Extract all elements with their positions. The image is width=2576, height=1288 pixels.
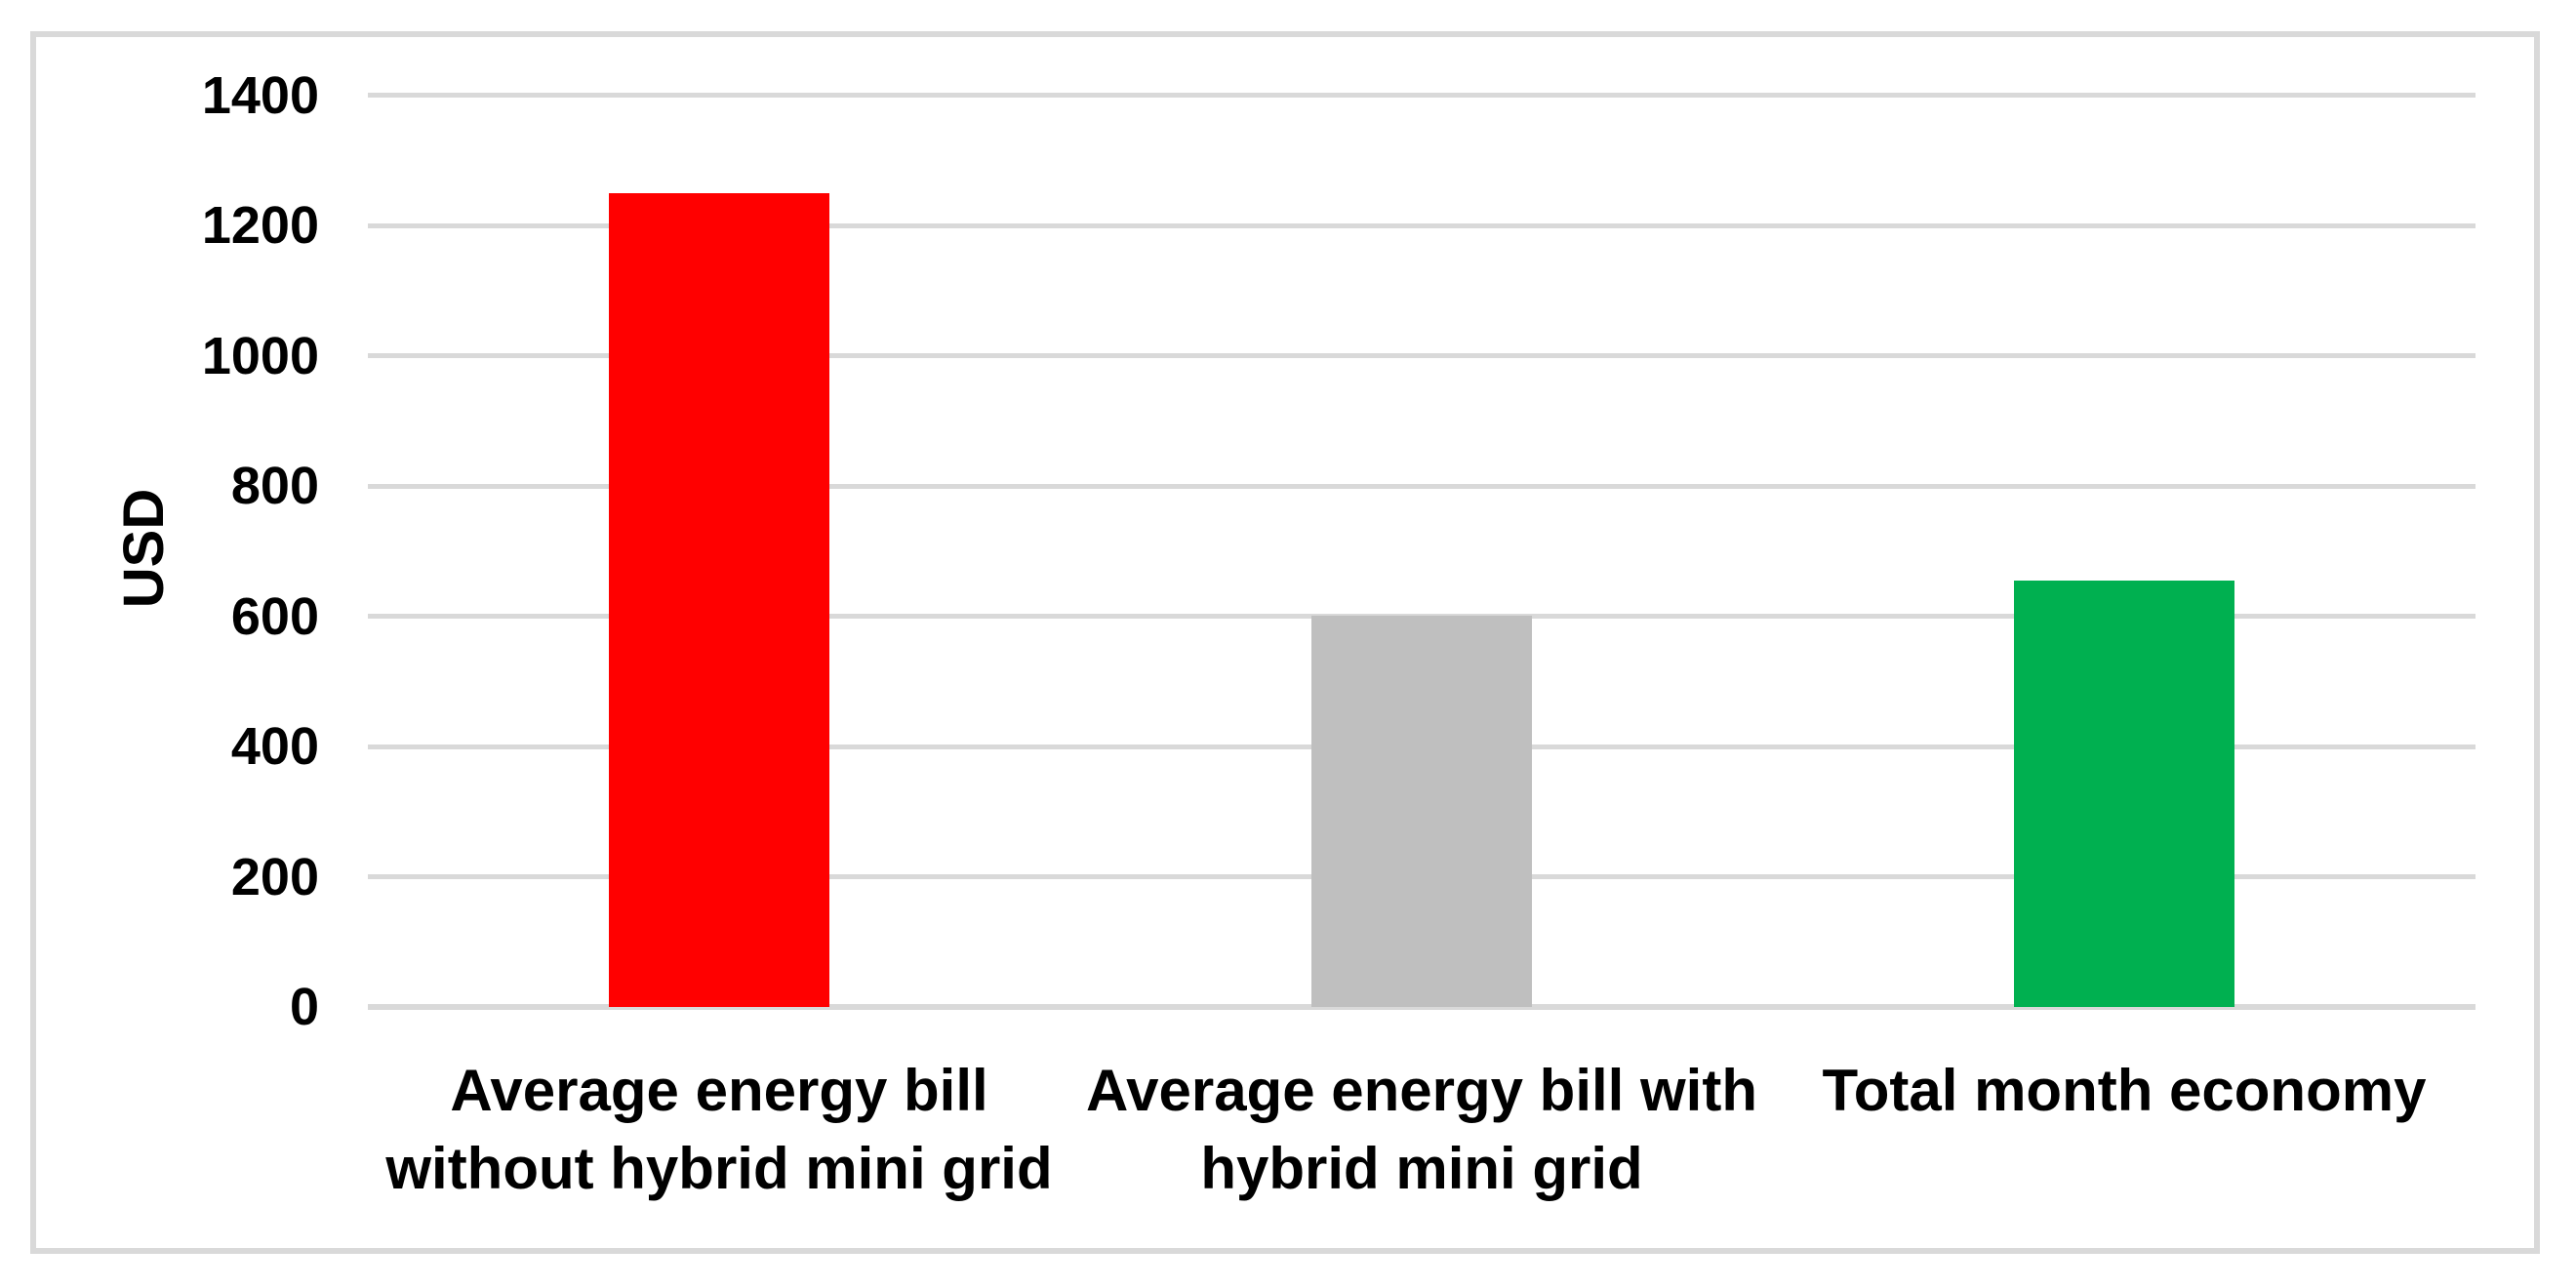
x-axis-category-label: Total month economy <box>1822 1058 2427 1123</box>
bar <box>609 193 829 1007</box>
y-axis-tick-label: 1000 <box>201 327 319 385</box>
y-axis-tick-label: 1200 <box>201 196 319 255</box>
y-axis-tick-label: 800 <box>230 457 319 515</box>
x-axis-baseline <box>368 1004 2475 1010</box>
y-axis-tick-label: 400 <box>230 717 319 776</box>
y-axis-tick-label: 200 <box>230 848 319 906</box>
bar <box>2014 581 2234 1007</box>
y-axis-tick-label: 600 <box>230 587 319 646</box>
y-axis-title: USD <box>112 488 176 609</box>
gridline <box>368 223 2475 228</box>
chart-frame: USD 0 200 400 600 800 1000 1200 1400 Average en… <box>30 31 2540 1254</box>
x-axis-category-label: Average energy bill without hybrid mini … <box>385 1058 1053 1201</box>
x-axis-category-label: Average energy bill with hybrid mini gri… <box>1086 1058 1757 1201</box>
y-axis-tick-label: 0 <box>289 978 319 1036</box>
bar <box>1311 616 1532 1007</box>
gridline <box>368 484 2475 489</box>
gridline <box>368 93 2475 98</box>
gridline <box>368 353 2475 358</box>
y-axis-tick-label: 1400 <box>201 66 319 125</box>
